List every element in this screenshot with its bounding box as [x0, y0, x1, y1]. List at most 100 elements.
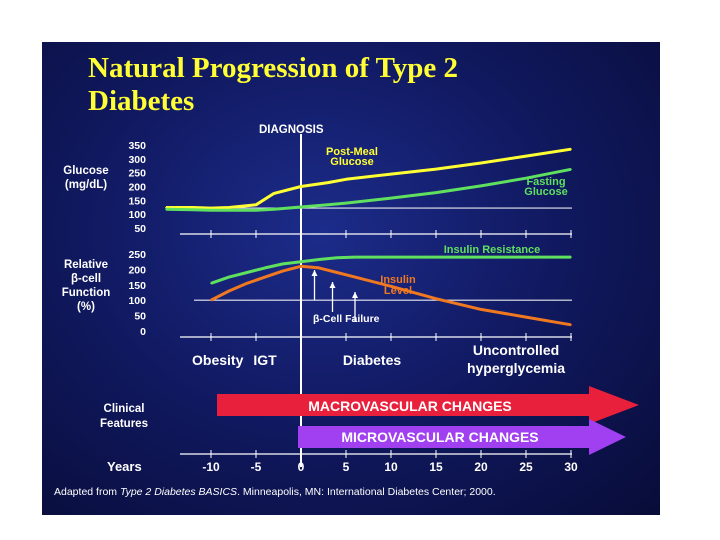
slide-title: Natural Progression of Type 2 Diabetes: [88, 52, 458, 118]
glucose-point: [327, 203, 329, 206]
beta-failure-arrowhead: [352, 292, 358, 298]
glucose-ytick: 200: [128, 182, 146, 194]
glucose-point: [228, 209, 230, 212]
beta-cell-point: [390, 285, 392, 288]
glucose-point: [300, 206, 302, 208]
beta-cell-ylabel: Function: [62, 287, 111, 299]
beta-failure-arrowhead: [329, 282, 336, 288]
macrovascular-label: MACROVASCULAR CHANGES: [308, 398, 512, 414]
beta-cell-point: [354, 276, 356, 278]
glucose-ytick: 150: [128, 195, 146, 207]
beta-cell-ylabel: Relative: [64, 259, 108, 271]
beta-cell-point: [525, 256, 527, 258]
title-line-2: Diabetes: [88, 85, 195, 117]
glucose-ylabel: Glucose: [63, 165, 108, 177]
beta-cell-point: [570, 324, 572, 326]
years-tick-label: -10: [202, 460, 220, 474]
glucose-point: [435, 191, 437, 194]
beta-cell-ytick: 250: [128, 249, 146, 261]
beta-cell-point: [282, 263, 284, 265]
source-footnote: Adapted from Type 2 Diabetes BASICS. Min…: [54, 486, 496, 498]
beta-cell-point: [282, 270, 284, 272]
macrovascular-arrow: [217, 386, 639, 424]
glucose-point: [192, 208, 194, 211]
beta-cell-point: [228, 290, 230, 292]
post-meal-label-2: Glucose: [330, 156, 373, 168]
glucose-point: [273, 208, 275, 210]
beta-cell-ytick: 50: [134, 311, 146, 323]
beta-cell-point: [264, 267, 266, 269]
glucose-point: [480, 162, 482, 164]
stage-diabetes: Diabetes: [343, 352, 402, 368]
beta-cell-point: [480, 308, 482, 311]
years-tick-label: -5: [251, 460, 262, 474]
microvascular-arrow: [298, 419, 626, 455]
years-tick-label: 0: [298, 460, 305, 474]
glucose-point: [300, 185, 302, 188]
beta-cell-point: [318, 267, 320, 269]
insulin-resistance-label: Insulin Resistance: [444, 244, 541, 256]
post-meal-label-1: Post-Meal: [326, 146, 378, 158]
beta-cell-point: [354, 256, 356, 258]
beta-cell-point: [435, 256, 437, 258]
glucose-point: [570, 168, 572, 171]
glucose-ytick: 100: [128, 209, 146, 221]
years-tick-label: 20: [474, 460, 488, 474]
years-tick-label: 5: [343, 460, 350, 474]
beta-cell-ytick: 150: [128, 280, 146, 292]
fasting-label-1: Fasting: [526, 176, 565, 188]
glucose-point: [228, 206, 230, 209]
glucose-series-fasting-glucose: [165, 167, 572, 212]
glucose-ytick: 300: [128, 154, 146, 166]
glucose-point: [255, 209, 257, 212]
stage-obesity: Obesity: [192, 352, 244, 368]
glucose-point: [210, 209, 212, 212]
beta-cell-point: [525, 316, 527, 318]
years-axis-label: Years: [107, 459, 142, 474]
stage-igt: IGT: [253, 352, 277, 368]
slide: Natural Progression of Type 2 Diabetes D…: [42, 42, 660, 515]
footer-source-title: Type 2 Diabetes BASICS: [119, 486, 238, 498]
beta-cell-series-insulin-resistance: [210, 255, 571, 285]
glucose-ylabel: (mg/dL): [65, 179, 107, 191]
footer-prefix: Adapted from: [54, 486, 120, 498]
beta-cell-point: [246, 271, 248, 274]
footer-suffix: . Minneapolis, MN: International Diabete…: [237, 486, 496, 498]
beta-cell-point: [390, 256, 392, 258]
insulin-level-label-2: Level: [384, 285, 412, 297]
glucose-point: [525, 155, 527, 157]
glucose-point: [525, 177, 527, 179]
glucose-series-post-meal-glucose: [166, 147, 572, 210]
progression-chart: DIAGNOSISGlucose(mg/dL)35030025020015010…: [62, 124, 639, 474]
glucose-point: [390, 173, 392, 175]
beta-cell-ylabel: β-cell: [71, 273, 101, 285]
beta-cell-series-insulin-level: [210, 264, 572, 327]
beta-cell-failure-label: β-Cell Failure: [313, 313, 380, 325]
glucose-point: [570, 148, 572, 150]
glucose-point: [345, 178, 347, 181]
beta-cell-point: [246, 282, 248, 285]
years-tick-label: 30: [564, 460, 578, 474]
beta-cell-point: [570, 256, 572, 258]
beta-cell-point: [210, 299, 212, 302]
beta-cell-point: [336, 271, 338, 274]
beta-cell-point: [480, 256, 482, 258]
insulin-level-label-1: Insulin: [380, 274, 416, 286]
beta-cell-ytick: 100: [128, 295, 146, 307]
glucose-ytick: 350: [128, 140, 146, 152]
glucose-point: [435, 168, 437, 170]
fasting-label-2: Glucose: [524, 186, 567, 198]
glucose-point: [165, 208, 167, 210]
beta-cell-ytick: 0: [140, 326, 146, 338]
diagnosis-label: DIAGNOSIS: [259, 124, 324, 136]
beta-cell-point: [336, 256, 338, 259]
glucose-point: [273, 192, 275, 195]
beta-cell-point: [435, 297, 437, 300]
beta-failure-arrowhead: [311, 270, 318, 276]
years-tick-label: 10: [384, 460, 398, 474]
microvascular-label: MICROVASCULAR CHANGES: [341, 429, 538, 445]
beta-cell-ytick: 200: [128, 264, 146, 276]
glucose-point: [192, 206, 194, 209]
glucose-ytick: 250: [128, 168, 146, 180]
clinical-features-label-1: Clinical: [104, 403, 145, 415]
